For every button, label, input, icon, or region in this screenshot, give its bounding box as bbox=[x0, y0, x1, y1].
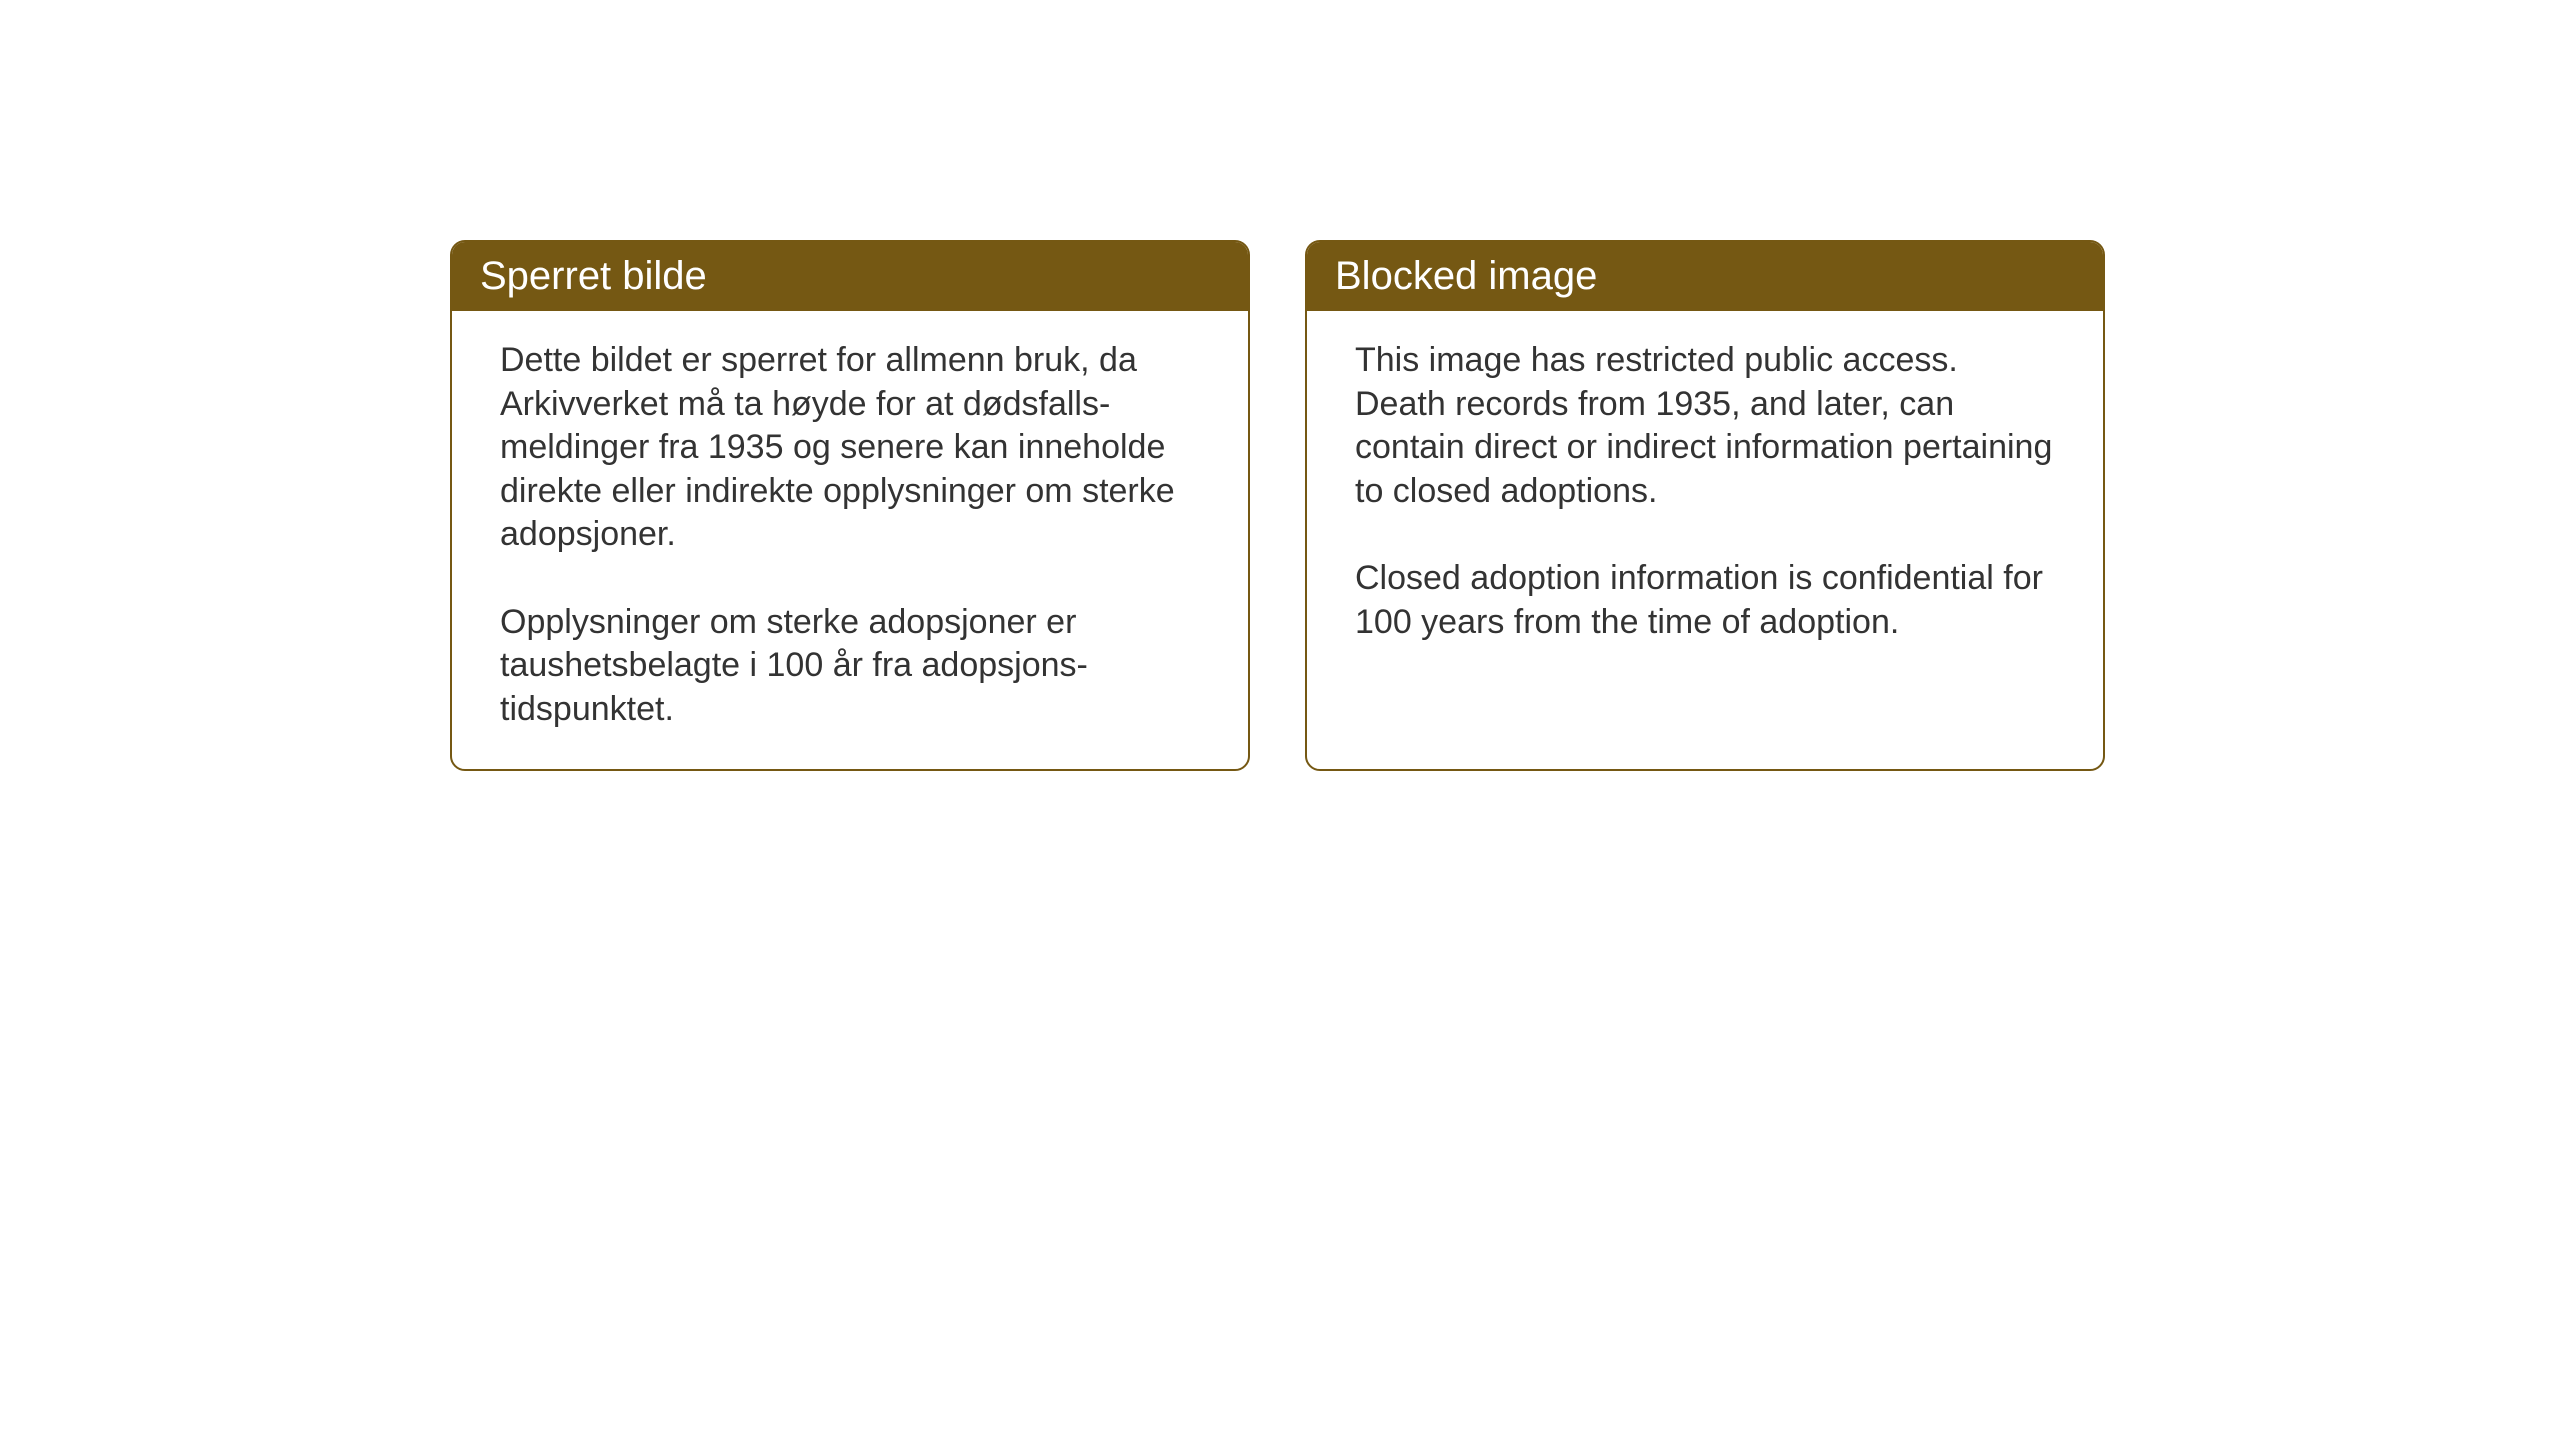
paragraph-1-english: This image has restricted public access.… bbox=[1355, 339, 2055, 513]
paragraph-1-norwegian: Dette bildet er sperret for allmenn bruk… bbox=[500, 339, 1200, 557]
paragraph-2-norwegian: Opplysninger om sterke adopsjoner er tau… bbox=[500, 601, 1200, 732]
card-header-english: Blocked image bbox=[1307, 242, 2103, 311]
card-body-norwegian: Dette bildet er sperret for allmenn bruk… bbox=[452, 311, 1248, 769]
notice-card-english: Blocked image This image has restricted … bbox=[1305, 240, 2105, 771]
notice-card-norwegian: Sperret bilde Dette bildet er sperret fo… bbox=[450, 240, 1250, 771]
card-body-english: This image has restricted public access.… bbox=[1307, 311, 2103, 682]
card-header-norwegian: Sperret bilde bbox=[452, 242, 1248, 311]
notice-container: Sperret bilde Dette bildet er sperret fo… bbox=[450, 240, 2105, 771]
paragraph-2-english: Closed adoption information is confident… bbox=[1355, 557, 2055, 644]
